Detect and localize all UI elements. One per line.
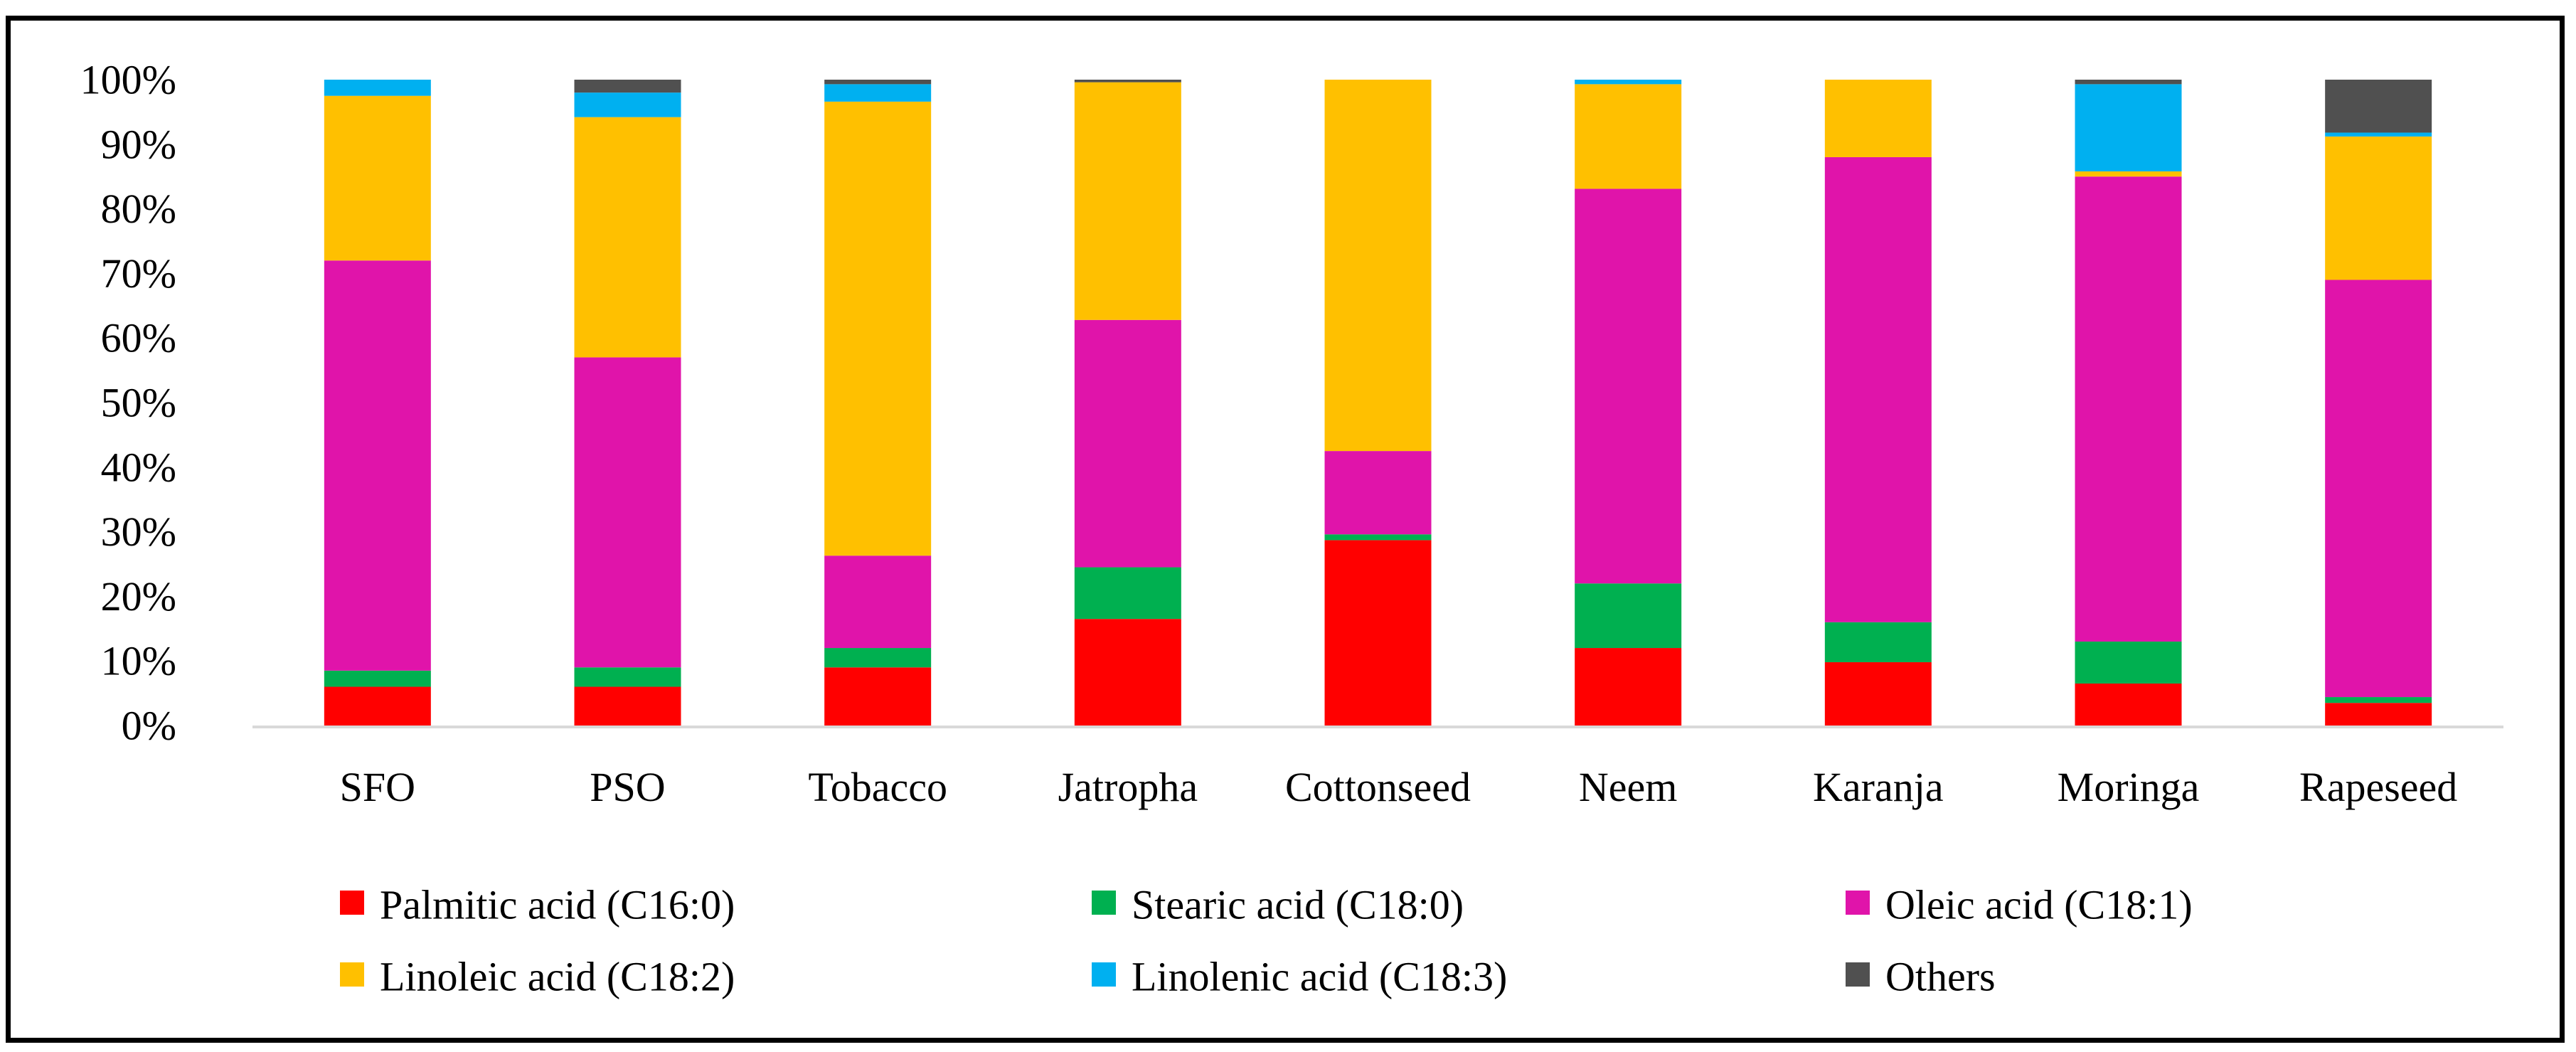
- bar-segment-palmitic-acid-c16-0: [1575, 648, 1682, 726]
- y-tick-label: 60%: [101, 315, 176, 361]
- bar-segment-oleic-acid-c18-1: [324, 260, 431, 671]
- bar-segment-oleic-acid-c18-1: [1575, 188, 1682, 584]
- y-tick-label: 100%: [80, 57, 176, 103]
- bar-segment-linolenic-acid-c18-3: [2325, 132, 2432, 137]
- legend-label: Linoleic acid (C18:2): [380, 954, 735, 1000]
- bar-segment-linoleic-acid-c18-2: [2075, 171, 2182, 177]
- bar-segment-palmitic-acid-c16-0: [324, 686, 431, 726]
- category-labels: SFO PSO Tobacco Jatropha Cottonseed Neem Karan…: [340, 764, 2458, 810]
- legend: Palmitic acid (C16:0) Stearic acid (C18:0…: [340, 882, 2193, 1000]
- category-label: Tobacco: [808, 764, 947, 810]
- bar-segment-linolenic-acid-c18-3: [574, 92, 681, 117]
- bar-segment-palmitic-acid-c16-0: [1074, 619, 1181, 726]
- legend-item: Palmitic acid (C16:0): [340, 882, 735, 928]
- legend-swatch: [1092, 962, 1116, 987]
- bar-segment-stearic-acid-c18-0: [824, 648, 932, 668]
- bar-segment-others: [824, 80, 932, 85]
- category-label: Cottonseed: [1285, 764, 1471, 810]
- legend-item: Others: [1846, 954, 1996, 1000]
- bar-segment-stearic-acid-c18-0: [1824, 622, 1932, 663]
- bar-segment-linoleic-acid-c18-2: [324, 95, 431, 261]
- bar-segment-linoleic-acid-c18-2: [1074, 82, 1181, 320]
- legend-label: Stearic acid (C18:0): [1132, 882, 1464, 928]
- category-label: PSO: [590, 764, 665, 810]
- bar-segment-palmitic-acid-c16-0: [1824, 662, 1932, 726]
- y-axis-ticks: 0% 10% 20% 30% 40% 50% 60% 70% 80% 90% 100%: [80, 57, 176, 749]
- y-tick-label: 0%: [122, 703, 176, 749]
- y-tick-label: 30%: [101, 509, 176, 555]
- bar-segment-oleic-acid-c18-1: [2075, 176, 2182, 642]
- legend-swatch: [1846, 962, 1870, 987]
- bar-segment-linoleic-acid-c18-2: [2325, 136, 2432, 280]
- legend-label: Linolenic acid (C18:3): [1132, 954, 1507, 1000]
- legend-label: Oleic acid (C18:1): [1885, 882, 2193, 928]
- bar-segment-others: [1074, 80, 1181, 83]
- y-tick-label: 50%: [101, 380, 176, 426]
- legend-swatch: [340, 962, 364, 987]
- bar-segment-oleic-acid-c18-1: [1824, 156, 1932, 622]
- legend-item: Oleic acid (C18:1): [1846, 882, 2193, 928]
- bar-segment-oleic-acid-c18-1: [1074, 319, 1181, 568]
- bar-segment-oleic-acid-c18-1: [2325, 280, 2432, 698]
- bar-segment-linoleic-acid-c18-2: [824, 101, 932, 556]
- bar-segment-linolenic-acid-c18-3: [824, 84, 932, 102]
- legend-item: Stearic acid (C18:0): [1092, 882, 1464, 928]
- legend-swatch: [1092, 891, 1116, 915]
- legend-swatch: [340, 891, 364, 915]
- bar-segment-palmitic-acid-c16-0: [574, 686, 681, 726]
- bar-segment-linoleic-acid-c18-2: [1324, 80, 1432, 452]
- bar-segment-linolenic-acid-c18-3: [324, 80, 431, 96]
- category-label: Karanja: [1813, 764, 1944, 810]
- legend-label: Others: [1885, 954, 1996, 1000]
- legend-label: Palmitic acid (C16:0): [380, 882, 735, 928]
- category-label: Rapeseed: [2299, 764, 2457, 810]
- bar-segment-stearic-acid-c18-0: [574, 667, 681, 687]
- bar-segment-others: [2075, 80, 2182, 85]
- bar-segment-stearic-acid-c18-0: [1575, 583, 1682, 649]
- bar-segment-linoleic-acid-c18-2: [1575, 84, 1682, 189]
- y-tick-label: 80%: [101, 186, 176, 232]
- legend-item: Linolenic acid (C18:3): [1092, 954, 1507, 1000]
- y-tick-label: 10%: [101, 638, 176, 684]
- bar-segment-palmitic-acid-c16-0: [2325, 703, 2432, 726]
- bar-segment-palmitic-acid-c16-0: [824, 667, 932, 726]
- bar-segment-oleic-acid-c18-1: [1324, 451, 1432, 535]
- bar-segment-palmitic-acid-c16-0: [2075, 683, 2182, 726]
- bar-segment-stearic-acid-c18-0: [324, 670, 431, 687]
- y-tick-label: 40%: [101, 444, 176, 490]
- bar-segment-linolenic-acid-c18-3: [2075, 84, 2182, 171]
- category-label: Moringa: [2058, 764, 2200, 810]
- bar-segment-stearic-acid-c18-0: [1074, 567, 1181, 620]
- y-tick-label: 90%: [101, 121, 176, 167]
- bar-segment-oleic-acid-c18-1: [574, 357, 681, 668]
- bar-stacks: [324, 80, 2432, 726]
- bar-segment-linolenic-acid-c18-3: [1575, 80, 1682, 85]
- y-tick-label: 20%: [101, 573, 176, 620]
- legend-swatch: [1846, 891, 1870, 915]
- y-tick-label: 70%: [101, 250, 176, 297]
- bar-segment-linoleic-acid-c18-2: [1824, 80, 1932, 157]
- bar-segment-stearic-acid-c18-0: [2075, 641, 2182, 684]
- category-label: Jatropha: [1058, 764, 1198, 810]
- bar-segment-others: [2325, 80, 2432, 133]
- bar-segment-stearic-acid-c18-0: [1324, 534, 1432, 541]
- category-label: Neem: [1579, 764, 1678, 810]
- legend-item: Linoleic acid (C18:2): [340, 954, 735, 1000]
- bar-segment-others: [574, 80, 681, 93]
- bar-segment-palmitic-acid-c16-0: [1324, 540, 1432, 726]
- bar-segment-linoleic-acid-c18-2: [574, 117, 681, 358]
- category-label: SFO: [340, 764, 415, 810]
- bar-segment-stearic-acid-c18-0: [2325, 697, 2432, 703]
- bar-segment-oleic-acid-c18-1: [824, 556, 932, 649]
